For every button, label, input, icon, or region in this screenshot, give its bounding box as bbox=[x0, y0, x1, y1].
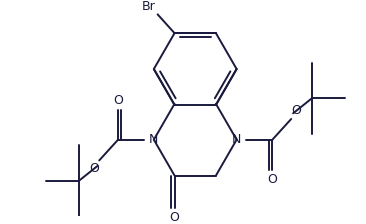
Text: Br: Br bbox=[141, 0, 155, 13]
Text: N: N bbox=[149, 133, 158, 146]
Text: O: O bbox=[291, 104, 301, 117]
Text: N: N bbox=[232, 133, 241, 146]
Text: O: O bbox=[113, 94, 123, 107]
Text: O: O bbox=[169, 211, 179, 224]
Text: O: O bbox=[90, 162, 100, 175]
Text: O: O bbox=[268, 173, 277, 186]
